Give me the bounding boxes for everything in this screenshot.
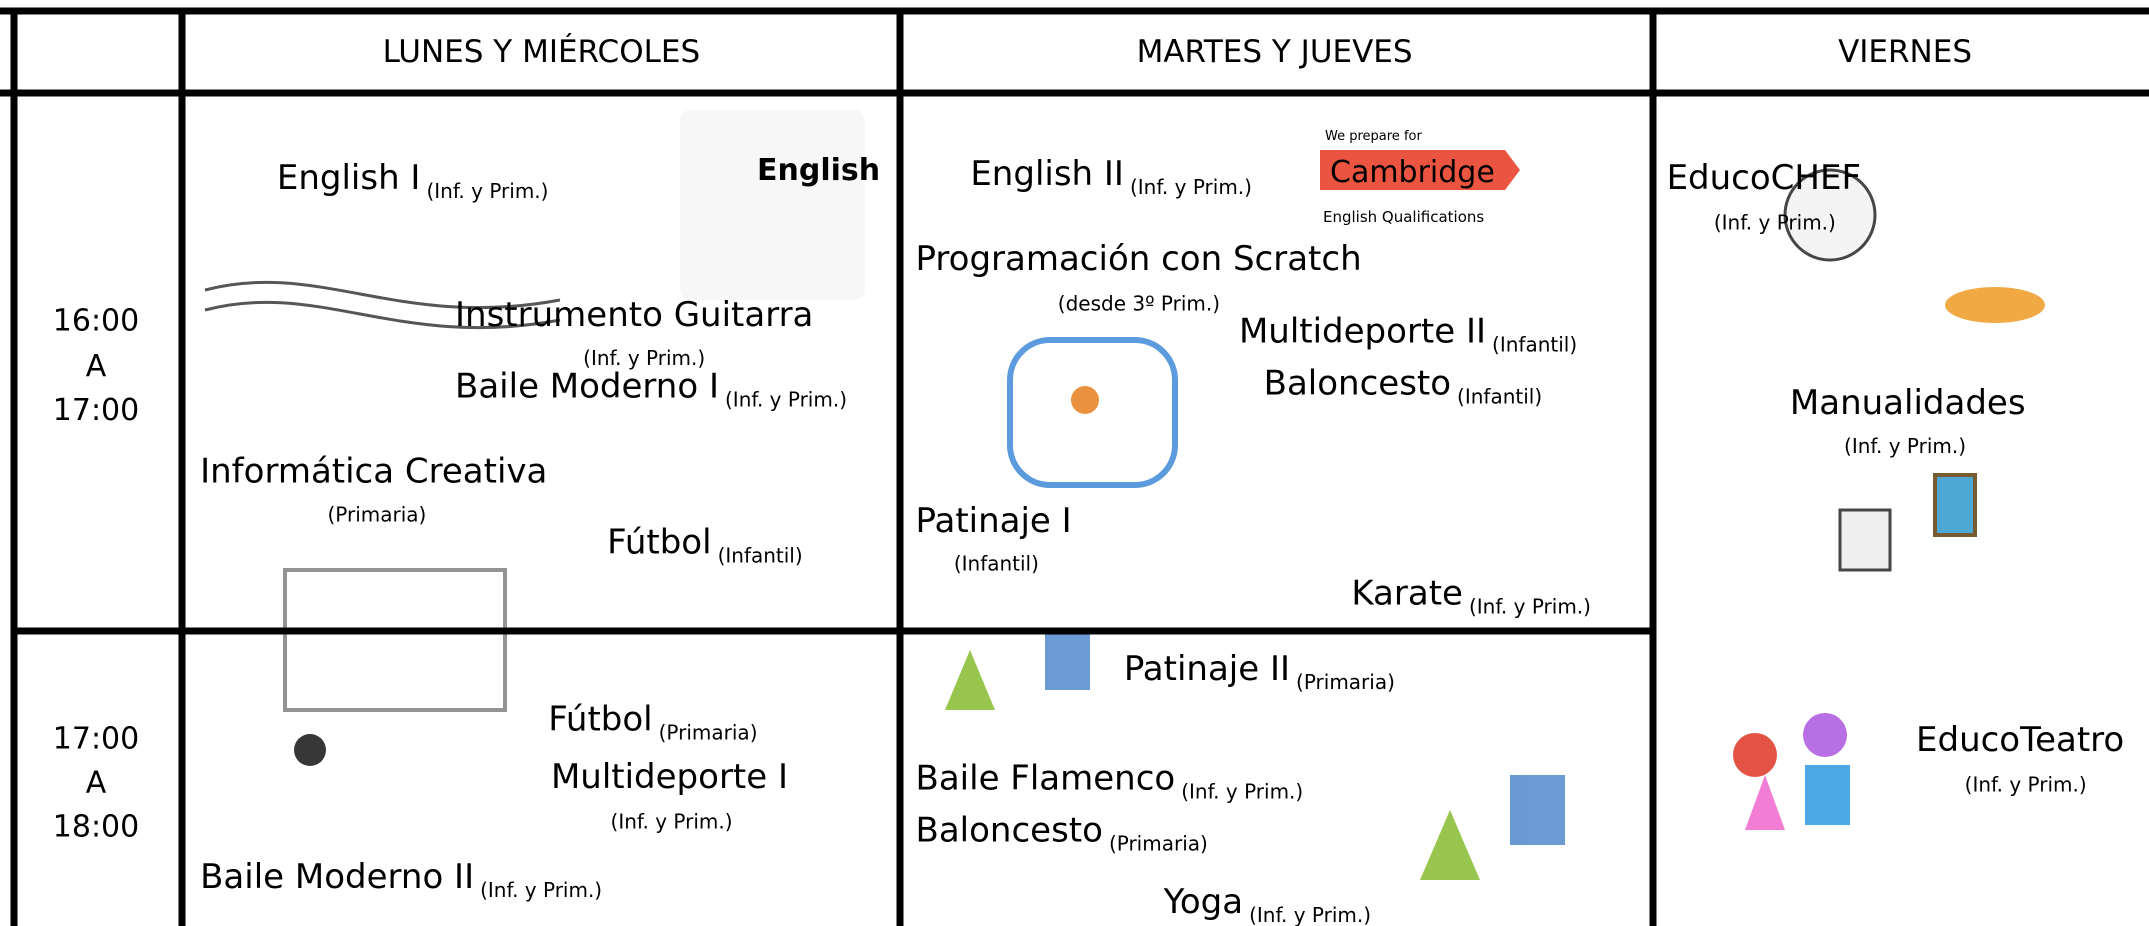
activity-name: Karate — [1351, 573, 1463, 613]
time-label: 17:00 — [53, 722, 139, 757]
time-label: A — [86, 349, 107, 384]
theatre-mask — [1733, 733, 1777, 777]
ball — [294, 734, 326, 766]
activity-name: English II — [970, 154, 1124, 194]
chef-art — [1783, 168, 1877, 262]
activity-name: Fútbol — [548, 699, 652, 739]
activity-note: (Inf. y Prim.) — [1965, 772, 2087, 796]
day-header: MARTES Y JUEVES — [1137, 34, 1413, 70]
activity-name: Baile Moderno II — [200, 857, 474, 897]
chef-art — [1945, 287, 2045, 323]
activity-name: Instrumento Guitarra — [455, 295, 813, 335]
activity-note: (Primaria) — [1109, 832, 1208, 856]
activity-name: Baile Flamenco — [916, 758, 1176, 798]
activity-note: (Inf. y Prim.) — [1844, 434, 1966, 458]
activity-note: (Infantil) — [954, 552, 1039, 576]
activity-name: Fútbol — [607, 523, 711, 563]
activity-note: (Primaria) — [1296, 670, 1395, 694]
activity-name: Baloncesto — [1264, 364, 1451, 404]
painter-art — [1838, 508, 1892, 572]
activity-note: (Inf. y Prim.) — [1181, 779, 1303, 803]
ball — [1071, 386, 1099, 414]
cambridge-badge — [1320, 150, 1520, 190]
theatre-art — [1805, 765, 1850, 825]
table-grid — [0, 7, 2149, 926]
basket-art — [1007, 337, 1178, 488]
activity-note: (Inf. y Prim.) — [1249, 903, 1371, 926]
time-label: 16:00 — [53, 304, 139, 339]
activity-note: (Primaria) — [659, 720, 758, 744]
activity-name: EducoTeatro — [1916, 720, 2124, 760]
activity-note: (Inf. y Prim.) — [1130, 175, 1252, 199]
activity-note: (Infantil) — [1457, 385, 1542, 409]
activity-name: Multideporte I — [551, 757, 788, 797]
skater-art — [1045, 630, 1090, 690]
activity-name: English I — [277, 158, 421, 198]
yoga-art — [1420, 810, 1480, 880]
illustrations — [204, 110, 2045, 880]
activity-note: (Inf. y Prim.) — [480, 878, 602, 902]
activity-note: (Inf. y Prim.) — [611, 809, 733, 833]
time-label: A — [86, 766, 107, 801]
activity-note: (Inf. y Prim.) — [426, 179, 548, 203]
skater-art — [945, 650, 995, 710]
english-art — [680, 110, 865, 300]
time-label: 17:00 — [53, 393, 139, 428]
activity-name: Manualidades — [1790, 383, 2026, 423]
activity-name: Baloncesto — [916, 811, 1103, 851]
day-header: VIERNES — [1838, 34, 1972, 70]
activity-note: (Infantil) — [718, 544, 803, 568]
activity-note: (Inf. y Prim.) — [1714, 210, 1836, 234]
yoga-art — [1510, 775, 1565, 845]
texts: English We prepare for Cambridge English… — [53, 34, 2124, 926]
activity-name: EducoCHEF — [1667, 158, 1861, 198]
music-staff — [204, 300, 561, 330]
activity-name: Baile Moderno I — [455, 366, 719, 406]
activity-note: (desde 3º Prim.) — [1058, 291, 1220, 315]
theatre-mask — [1803, 713, 1847, 757]
activity-name: Informática Creativa — [200, 451, 547, 491]
logo-cambridge: Cambridge — [1330, 155, 1495, 190]
activity-note: (Inf. y Prim.) — [1469, 594, 1591, 618]
activity-name: Patinaje II — [1124, 649, 1290, 689]
time-label: 18:00 — [53, 809, 139, 844]
activity-name: Multideporte II — [1239, 312, 1486, 352]
activity-name: Patinaje I — [916, 501, 1072, 541]
activity-note: (Infantil) — [1492, 333, 1577, 357]
easel-art — [1933, 473, 1977, 537]
activity-note: (Inf. y Prim.) — [583, 346, 705, 370]
theatre-art — [1745, 775, 1785, 830]
logo-caption: English Qualifications — [1323, 208, 1484, 226]
music-staff — [204, 280, 561, 310]
logo-english: English — [757, 153, 880, 188]
activity-name: Programación con Scratch — [916, 239, 1362, 279]
activity-name: Yoga — [1163, 882, 1243, 922]
activity-note: (Inf. y Prim.) — [725, 387, 847, 411]
goal-art — [283, 568, 507, 712]
logo-caption: We prepare for — [1325, 129, 1422, 144]
activity-note: (Primaria) — [327, 502, 426, 526]
day-header: LUNES Y MIÉRCOLES — [383, 34, 701, 70]
